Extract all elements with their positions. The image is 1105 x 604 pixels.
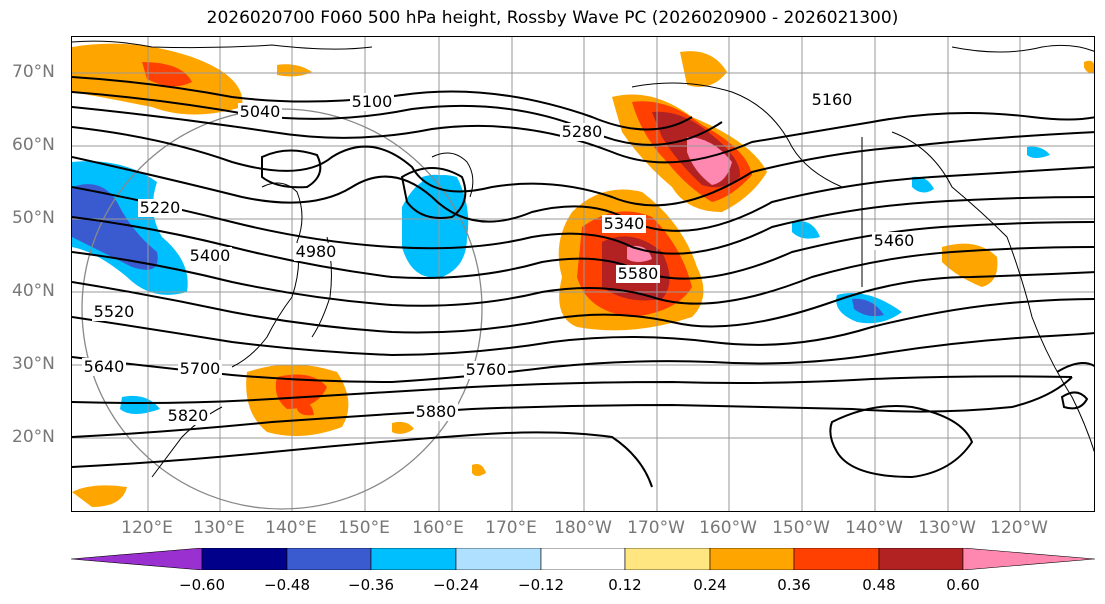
- colorbar-segment: [793, 548, 880, 570]
- contour-line: [261, 149, 322, 189]
- contour-line: [72, 156, 1094, 232]
- contour-label-5160: 5160: [812, 90, 853, 109]
- colorbar: [71, 548, 1095, 570]
- colorbar-segment: [71, 548, 203, 570]
- contour-line: [72, 186, 1094, 255]
- colorbar-segment: [286, 548, 372, 570]
- contour-label-5640: 5640: [84, 357, 125, 376]
- anomaly-blob: [687, 137, 732, 185]
- contour-line: [1056, 362, 1094, 373]
- colorbar-segment: [878, 548, 964, 570]
- colorbar-tick-label: −0.12: [518, 576, 564, 594]
- anomaly-blob: [277, 64, 312, 77]
- lon-label-140e: 140°E: [265, 518, 317, 538]
- lon-label-180w: 180°W: [554, 518, 612, 538]
- lat-label-20n: 20°N: [12, 427, 55, 447]
- lon-label-170w: 170°W: [627, 518, 685, 538]
- contour-line: [72, 106, 1094, 164]
- lat-label-30n: 30°N: [12, 354, 55, 374]
- anomaly-blob: [275, 374, 327, 409]
- anomaly-blob: [142, 62, 192, 87]
- lat-label-40n: 40°N: [12, 281, 55, 301]
- colorbar-tick-label: 0.48: [862, 576, 896, 594]
- map-panel: 4980 5040 5100 5160 5220 5280 5340 5400 …: [71, 36, 1095, 512]
- contour-line: [72, 376, 1073, 438]
- contour-label-5880: 5880: [416, 402, 457, 421]
- contour-label-5400: 5400: [190, 246, 231, 265]
- colorbar-tick-label: −0.24: [433, 576, 479, 594]
- colorbar-segment: [962, 548, 1095, 570]
- contour-line: [72, 431, 653, 488]
- lon-label-160e: 160°E: [412, 518, 464, 538]
- contour-label-5340: 5340: [604, 214, 645, 233]
- colorbar-tick-label: 0.12: [608, 576, 642, 594]
- contour-label-group: 4980 5040 5100 5160 5220 5280 5340 5400 …: [82, 90, 916, 425]
- anomaly-blob: [1084, 60, 1094, 74]
- contour-line: [400, 167, 467, 219]
- contour-line: [72, 91, 723, 146]
- lon-label-150e: 150°E: [338, 518, 390, 538]
- contour-line: [72, 332, 1094, 384]
- lon-label-140w: 140°W: [845, 518, 903, 538]
- contour-label-5220: 5220: [140, 198, 181, 217]
- anomaly-blob: [392, 421, 414, 434]
- colorbar-tick-label: −0.36: [348, 576, 394, 594]
- anomaly-blob: [792, 221, 820, 239]
- lon-label-130e: 130°E: [193, 518, 245, 538]
- colorbar-segment: [540, 548, 626, 570]
- lat-label-50n: 50°N: [12, 208, 55, 228]
- anomaly-blob: [402, 175, 469, 278]
- colorbar-tick-label: −0.48: [264, 576, 310, 594]
- anomaly-blob: [912, 176, 934, 193]
- colorbar-tick-label: −0.60: [179, 576, 225, 594]
- contour-line: [72, 246, 1094, 307]
- lon-label-170e: 170°E: [485, 518, 537, 538]
- lat-label-70n: 70°N: [12, 62, 55, 82]
- contour-label-5580: 5580: [618, 264, 659, 283]
- map-svg: 4980 5040 5100 5160 5220 5280 5340 5400 …: [72, 37, 1094, 511]
- colorbar-segment: [709, 548, 795, 570]
- contour-line: [72, 126, 1094, 207]
- lon-label-160w: 160°W: [699, 518, 757, 538]
- contour-line: [1060, 391, 1089, 410]
- contour-line: [72, 216, 1094, 280]
- contour-label-5100: 5100: [352, 92, 393, 111]
- lat-label-60n: 60°N: [12, 135, 55, 155]
- anomaly-blob: [472, 464, 486, 476]
- colorbar-tick-label: 0.36: [777, 576, 811, 594]
- anomaly-blob: [297, 401, 314, 416]
- colorbar-segment: [455, 548, 542, 570]
- anomaly-blob: [72, 485, 127, 507]
- anomaly-blob: [680, 51, 727, 87]
- contour-label-5040: 5040: [240, 102, 281, 121]
- contour-label-5700: 5700: [180, 359, 221, 378]
- contour-line: [829, 405, 974, 479]
- contour-label-5460: 5460: [874, 231, 915, 250]
- lon-label-130w: 130°W: [918, 518, 976, 538]
- height-contours: [72, 76, 1094, 488]
- contour-label-5520: 5520: [94, 302, 135, 321]
- lon-label-120w: 120°W: [990, 518, 1048, 538]
- contour-line: [72, 375, 1073, 404]
- contour-label-5280: 5280: [562, 122, 603, 141]
- anomaly-blob: [852, 298, 884, 317]
- map-title: 2026020700 F060 500 hPa height, Rossby W…: [206, 8, 899, 28]
- anomaly-blob: [72, 184, 158, 270]
- colorbar-tick-label: 0.24: [693, 576, 727, 594]
- colorbar-segment: [624, 548, 711, 570]
- colorbar-tick-label: 0.60: [946, 576, 980, 594]
- contour-label-5760: 5760: [466, 360, 507, 379]
- contour-label-5820: 5820: [168, 406, 209, 425]
- colorbar-segment: [370, 548, 457, 570]
- anomaly-blob: [1027, 146, 1050, 158]
- contour-label-4980: 4980: [296, 242, 337, 261]
- graticule: [72, 37, 1094, 511]
- anomaly-blob: [120, 395, 160, 414]
- lon-label-120e: 120°E: [121, 518, 173, 538]
- contour-line: [72, 76, 693, 131]
- lon-label-150w: 150°W: [772, 518, 830, 538]
- contour-line: [72, 271, 1094, 334]
- contour-line: [72, 298, 1094, 357]
- colorbar-segment: [201, 548, 288, 570]
